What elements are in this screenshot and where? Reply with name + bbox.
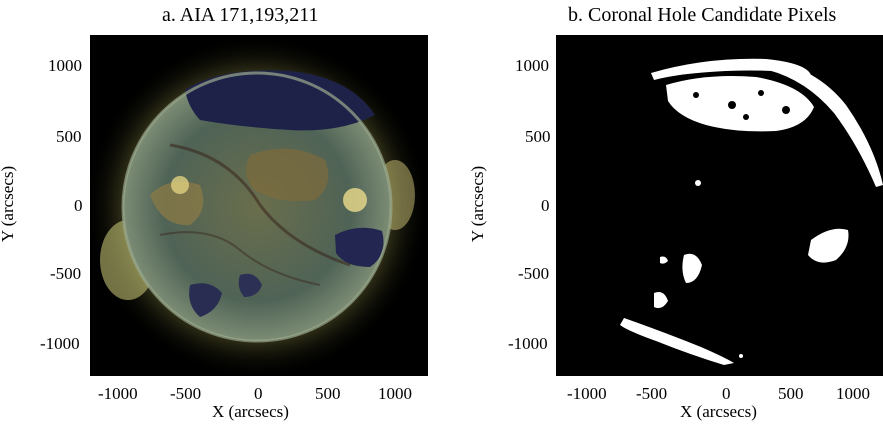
x-axis-label: X (arcsecs): [680, 402, 757, 421]
y-tick-label: 500: [56, 127, 82, 146]
panel-coronal-hole-mask: b. Coronal Hole Candidate Pixels 1000 50…: [440, 0, 883, 425]
y-tick-label: -1000: [508, 334, 548, 353]
x-tick-label: 500: [778, 384, 804, 403]
y-axis-label: Y (arcsecs): [468, 165, 488, 243]
y-tick-label: -1000: [40, 334, 80, 353]
x-tick-label: 0: [254, 384, 263, 403]
y-tick-label: 0: [541, 196, 550, 215]
panel-title: b. Coronal Hole Candidate Pixels: [568, 4, 837, 26]
x-tick-label: -500: [636, 384, 668, 403]
aia-image: [90, 35, 428, 376]
y-tick-label: -500: [518, 264, 550, 283]
x-tick-label: -1000: [98, 384, 138, 403]
y-tick-label: 1000: [515, 56, 549, 75]
y-tick-label: -500: [50, 264, 82, 283]
y-tick-label: 0: [74, 196, 83, 215]
x-tick-label: -1000: [567, 384, 607, 403]
y-axis-label: Y (arcsecs): [0, 165, 18, 243]
mask-image: [556, 35, 883, 376]
x-tick-label: 1000: [378, 384, 412, 403]
panel-title: a. AIA 171,193,211: [162, 4, 319, 26]
y-tick-label: 1000: [48, 56, 82, 75]
x-axis-label: X (arcsecs): [212, 402, 289, 421]
panel-aia-composite: a. AIA 171,193,211 1000 500 0 -500 -1000…: [0, 0, 440, 425]
y-tick-label: 500: [525, 127, 551, 146]
x-tick-label: 1000: [836, 384, 870, 403]
x-tick-label: 500: [315, 384, 341, 403]
x-tick-label: 0: [722, 384, 731, 403]
x-tick-label: -500: [170, 384, 202, 403]
